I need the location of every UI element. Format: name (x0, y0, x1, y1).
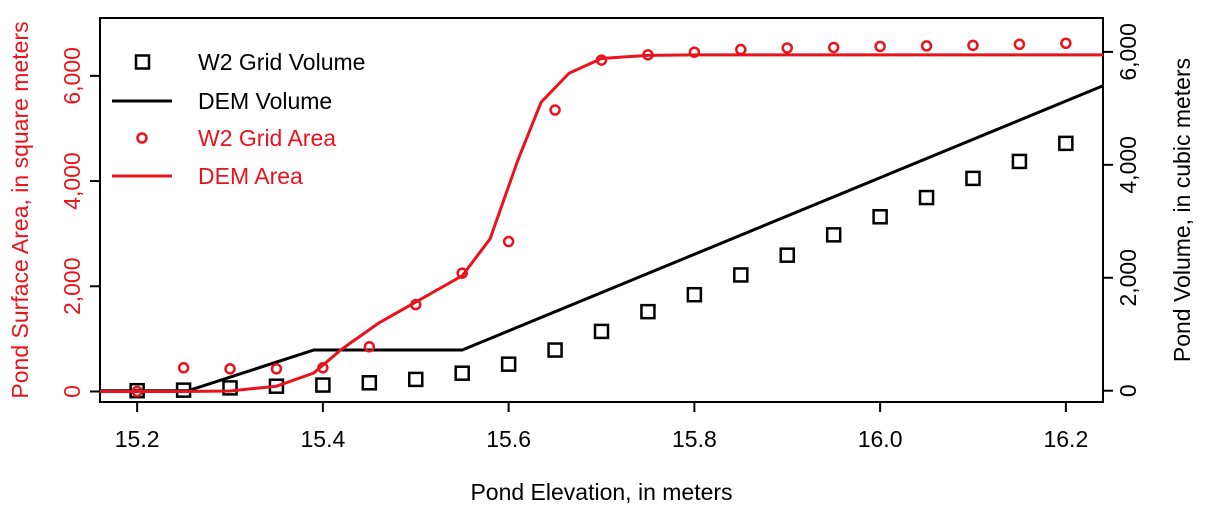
volume-point (593, 323, 610, 340)
volume-point (825, 227, 842, 243)
series-line-4 (100, 53, 1103, 393)
area-point (224, 363, 236, 375)
area-point (1060, 37, 1072, 49)
y-right-tick-label: 2,000 (1115, 249, 1141, 307)
volume-point (1011, 153, 1028, 170)
plot-frame (99, 17, 1104, 403)
legend-label: W2 Grid Volume (198, 49, 365, 75)
area-point (177, 362, 190, 374)
area-point (549, 104, 561, 116)
x-tick-label: 15.6 (486, 426, 531, 452)
volume-point (454, 365, 470, 381)
x-tick-label: 15.2 (115, 426, 160, 452)
y-right-axis-title: Pond Volume, in cubic meters (1169, 58, 1195, 362)
legend-label: W2 Grid Area (198, 125, 336, 151)
y-left-tick-label: 6,000 (59, 47, 85, 105)
data-layer (100, 37, 1104, 399)
y-left-tick-label: 4,000 (59, 152, 85, 210)
area-point (270, 363, 283, 375)
y-left-tick-label: 0 (59, 385, 85, 398)
x-tick-label: 16.2 (1043, 426, 1088, 452)
area-point (827, 41, 840, 54)
volume-point (315, 377, 331, 393)
x-tick-label: 15.8 (672, 426, 717, 452)
y-right-tick-label: 0 (1115, 384, 1141, 397)
x-tick-label: 16.0 (858, 426, 903, 452)
area-point (781, 42, 793, 54)
y-left-axis-title: Pond Surface Area, in square meters (7, 21, 33, 398)
legend-key-circle (136, 132, 148, 144)
volume-point (872, 209, 888, 225)
volume-point (222, 380, 238, 396)
area-point (456, 267, 468, 279)
legend-label: DEM Volume (198, 88, 332, 114)
volume-point (640, 303, 656, 320)
volume-point (733, 267, 749, 283)
volume-point (500, 356, 517, 372)
area-point (735, 43, 747, 56)
volume-point (361, 375, 378, 391)
volume-point (1058, 135, 1074, 152)
y-right-tick-label: 4,000 (1115, 136, 1141, 194)
area-point (967, 39, 979, 52)
area-point (688, 46, 701, 58)
volume-point (918, 189, 935, 206)
legend-label: DEM Area (198, 163, 303, 189)
volume-point (686, 286, 703, 303)
y-left-tick-label: 2,000 (59, 257, 85, 315)
volume-point (547, 342, 563, 358)
legend-key-square (134, 54, 151, 70)
area-point (920, 40, 933, 52)
y-right-tick-label: 6,000 (1115, 23, 1141, 81)
area-point (874, 40, 886, 53)
axes-layer: 15.2 15.4 15.6 15.8 16.0 16.2 0 2,000 4,000 6,000… (7, 21, 1195, 505)
legend: W2 Grid Volume DEM Volume W2 Grid Area DEM … (112, 49, 365, 189)
volume-point (408, 371, 424, 388)
plot-frame-layer (99, 17, 1104, 403)
x-tick-label: 15.4 (301, 426, 346, 452)
x-axis-title: Pond Elevation, in meters (470, 479, 732, 505)
volume-point (779, 247, 795, 263)
area-point (502, 235, 515, 248)
volume-point (965, 170, 981, 187)
area-point (363, 341, 376, 353)
area-point (1013, 38, 1026, 51)
